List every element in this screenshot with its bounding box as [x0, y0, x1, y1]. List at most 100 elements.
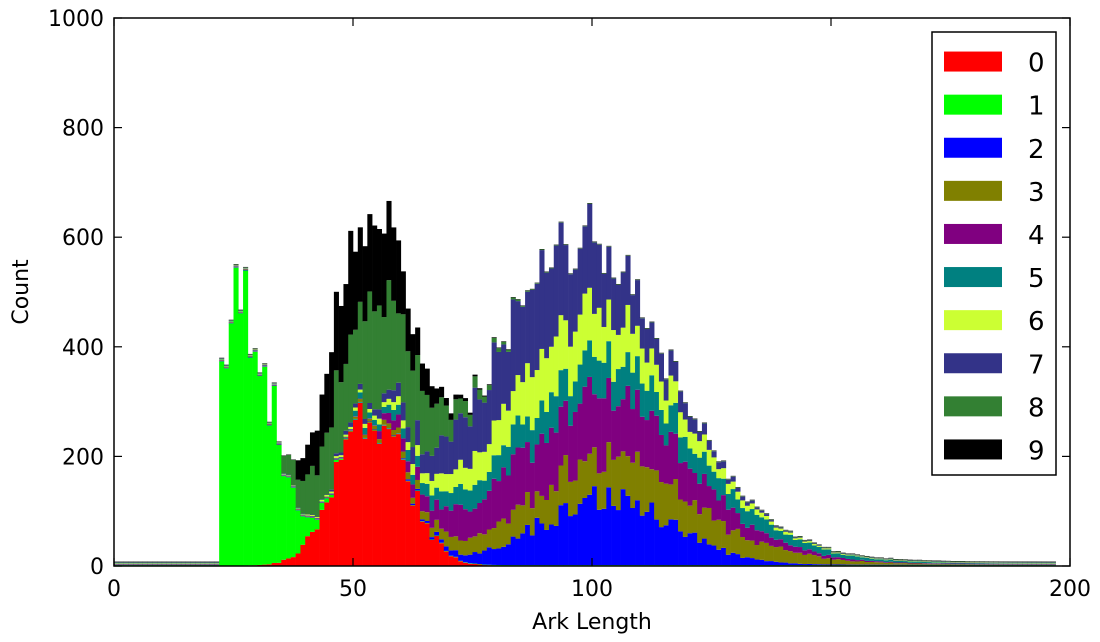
histogram-bar-series-4 [462, 509, 469, 541]
histogram-bar-series-6 [515, 375, 521, 416]
histogram-bar-series-7 [792, 537, 798, 539]
histogram-bar-series-8 [386, 280, 392, 390]
histogram-bar-series-9 [309, 432, 316, 466]
histogram-bar-series-7 [544, 272, 550, 359]
histogram-bar-series-6 [826, 548, 832, 550]
histogram-bar-series-7 [386, 389, 392, 399]
histogram-bar-series-2 [611, 505, 617, 566]
histogram-bar-series-6 [453, 469, 459, 487]
histogram-bar-series-0 [281, 559, 287, 566]
histogram-bar-series-6 [682, 419, 688, 437]
histogram-bar-series-8 [544, 272, 550, 273]
histogram-bar-series-7 [735, 487, 741, 492]
histogram-bar-series-3 [367, 418, 373, 422]
histogram-bar-series-7 [458, 413, 464, 460]
histogram-bar-series-3 [539, 495, 545, 524]
histogram-bar-series-4 [668, 431, 674, 485]
histogram-bar-series-3 [486, 529, 492, 548]
histogram-bar-series-5 [807, 542, 813, 550]
histogram-bar-series-7 [496, 351, 502, 421]
histogram-bar-series-5 [778, 530, 784, 540]
histogram-bar-series-4 [678, 463, 684, 500]
histogram-bar-series-3 [510, 509, 516, 537]
histogram-bar-series-3 [921, 563, 927, 565]
histogram-bar-series-9 [362, 246, 368, 322]
histogram-bar-series-3 [816, 556, 822, 565]
histogram-bar-series-5 [558, 370, 564, 407]
histogram-bar-series-3 [897, 563, 903, 565]
histogram-bar-series-8 [362, 321, 368, 420]
histogram-bar-series-4 [744, 527, 751, 541]
histogram-bar-series-4 [630, 409, 636, 463]
histogram-bar-series-8 [367, 291, 373, 403]
histogram-bar-series-9 [448, 413, 454, 420]
histogram-bar-series-6 [821, 548, 827, 550]
histogram-bar-series-3 [400, 451, 406, 459]
histogram-bar-series-3 [544, 499, 550, 530]
histogram-bar-series-6 [592, 313, 598, 357]
histogram-bar-series-3 [993, 564, 999, 565]
histogram-bar-series-4 [692, 472, 698, 501]
histogram-bar-series-5 [993, 563, 999, 564]
histogram-bar-series-5 [482, 480, 488, 500]
histogram-bar-series-8 [501, 341, 507, 345]
histogram-bar-series-3 [701, 507, 708, 539]
histogram-bar-series-4 [663, 445, 669, 484]
histogram-bar-series-7 [749, 500, 755, 504]
histogram-bar-series-5 [448, 493, 454, 511]
histogram-bar-series-6 [854, 555, 860, 557]
histogram-bar-series-5 [926, 562, 932, 564]
histogram-bar-series-4 [606, 377, 612, 443]
histogram-bar-series-1 [281, 476, 287, 560]
histogram-bar-series-6 [768, 521, 774, 525]
histogram-bar-series-4 [749, 524, 755, 541]
legend-swatch-3 [944, 180, 1002, 201]
histogram-bar-series-6 [869, 558, 875, 559]
histogram-bar-series-4 [907, 562, 913, 564]
histogram-bar-series-9 [391, 227, 397, 301]
histogram-bar-series-6 [333, 456, 339, 459]
histogram-bar-series-5 [678, 437, 684, 464]
histogram-bar-series-8 [391, 300, 397, 391]
histogram-bar-series-1 [290, 487, 296, 558]
histogram-bar-series-8 [329, 427, 335, 490]
histogram-bar-series-7 [635, 280, 641, 326]
histogram-bar-series-5 [869, 558, 875, 561]
histogram-bar-series-4 [764, 533, 770, 543]
histogram-bar-series-8 [400, 314, 406, 403]
histogram-bar-series-5 [840, 554, 846, 558]
histogram-bar-series-6 [615, 334, 621, 370]
histogram-bar-series-2 [601, 508, 607, 566]
histogram-bar-series-3 [649, 469, 655, 503]
histogram-bar-series-4 [396, 414, 402, 428]
histogram-bar-series-8 [439, 397, 445, 436]
histogram-bar-series-2 [592, 486, 598, 566]
histogram-bar-series-8 [510, 297, 516, 300]
histogram-bar-series-6 [548, 346, 555, 393]
histogram-bar-series-9 [400, 271, 406, 315]
histogram-bar-series-7 [529, 289, 535, 378]
histogram-bar-series-5 [697, 457, 703, 484]
histogram-bar-series-7 [563, 245, 569, 321]
histogram-bar-series-3 [797, 552, 803, 564]
histogram-bar-series-3 [974, 564, 980, 565]
histogram-bar-series-7 [396, 382, 402, 397]
histogram-bar-series-6 [740, 500, 746, 509]
histogram-bar-series-3 [754, 545, 760, 560]
histogram-bar-series-5 [539, 400, 545, 434]
histogram-bar-series-4 [706, 486, 712, 508]
histogram-bar-series-4 [615, 406, 621, 457]
histogram-bar-series-7 [711, 451, 717, 458]
histogram-bar-series-9 [367, 214, 373, 292]
histogram-bar-series-3 [735, 528, 741, 555]
histogram-bar-series-4 [467, 511, 473, 538]
histogram-bar-series-5 [439, 491, 445, 510]
histogram-bar-series-5 [405, 450, 411, 462]
histogram-bar-series-7 [706, 440, 712, 450]
histogram-bar-series-4 [472, 508, 478, 537]
histogram-bar-series-7 [692, 419, 698, 434]
histogram-bar-series-6 [434, 473, 440, 488]
histogram-bar-series-8 [376, 305, 382, 410]
histogram-bar-series-5 [783, 534, 789, 543]
histogram-bar-series-2 [692, 532, 698, 566]
